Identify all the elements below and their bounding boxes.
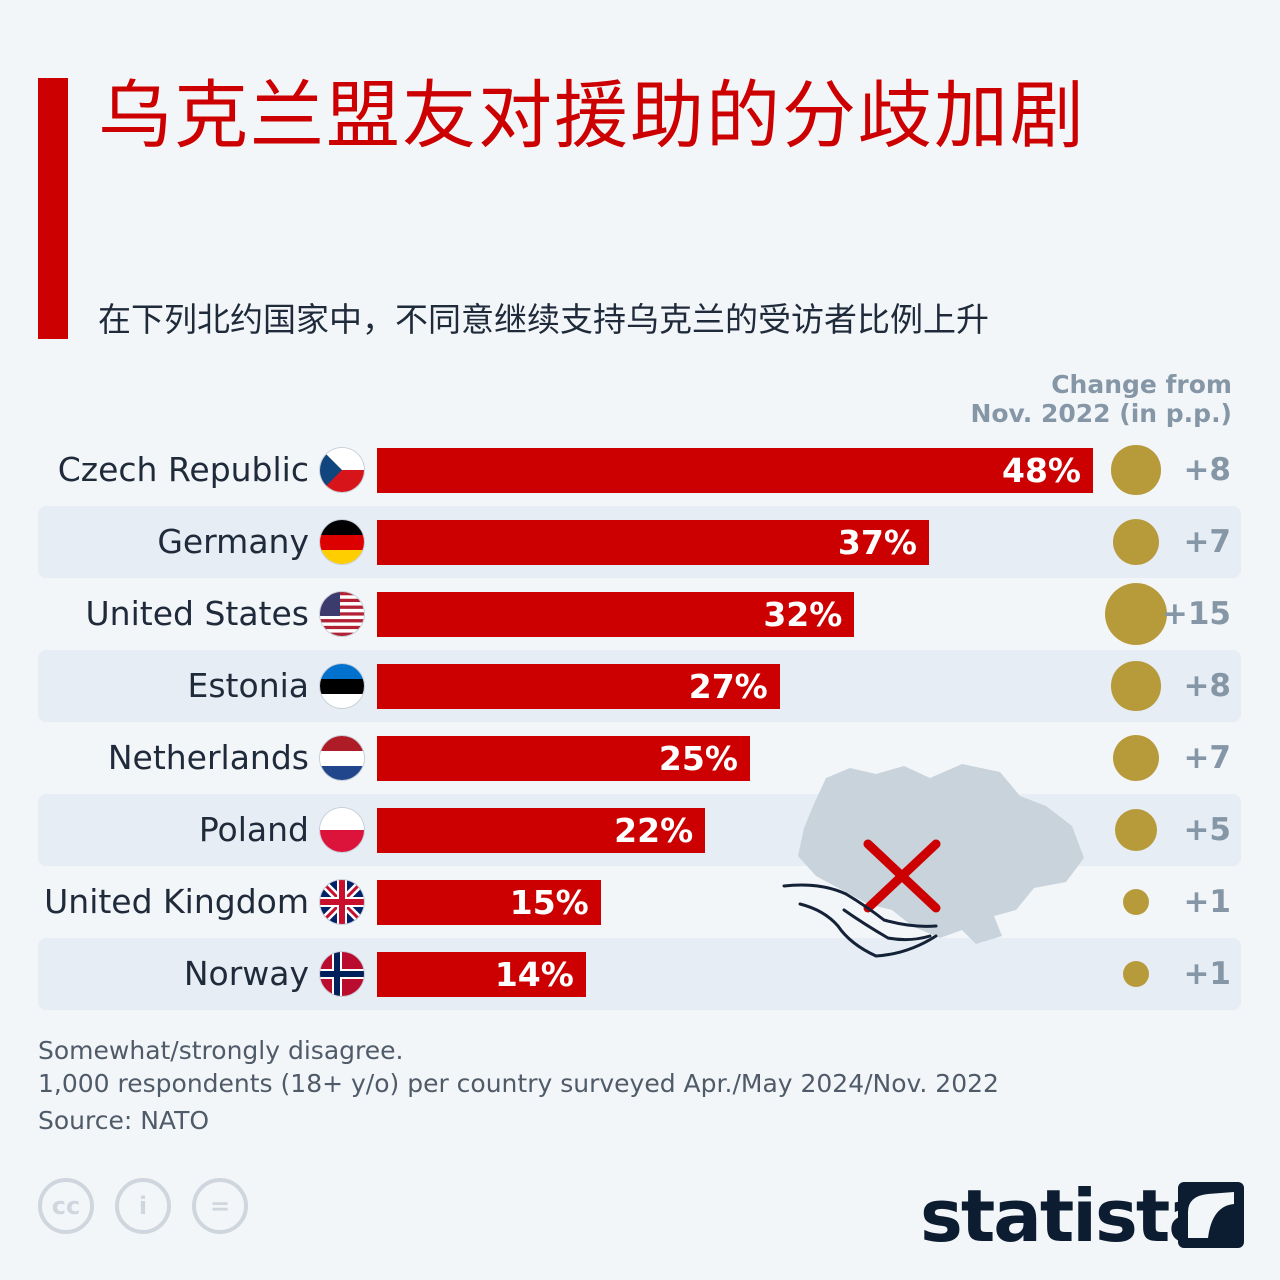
footnote-line-2: 1,000 respondents (18+ y/o) per country … [38, 1069, 999, 1098]
change-value-label: +1 [1183, 956, 1231, 992]
bar-value-label: 48% [1002, 451, 1081, 490]
bar-value-label: 25% [658, 739, 738, 778]
bar-value-label: 37% [837, 523, 917, 562]
statista-logo[interactable]: statista [920, 1174, 1217, 1258]
uk-flag-icon [320, 880, 364, 924]
bar: 14% [377, 952, 586, 997]
bar: 22% [377, 808, 706, 853]
country-label: Poland [198, 810, 309, 849]
country-label: United Kingdom [44, 882, 309, 921]
bar-row: United Kingdom 15% +1 [38, 866, 1241, 938]
no-derivatives-icon[interactable]: = [192, 1178, 248, 1234]
bar: 32% [377, 592, 855, 637]
change-value-label: +1 [1183, 884, 1231, 920]
bar-row: Norway 14% +1 [38, 938, 1241, 1010]
bar: 25% [377, 736, 750, 781]
poland-flag-icon [320, 808, 364, 852]
bar-value-label: 32% [763, 595, 843, 634]
country-label: Germany [157, 522, 309, 561]
bar-value-label: 22% [614, 811, 694, 850]
change-dot [1111, 661, 1161, 711]
ukraine-map-hand-icon [782, 764, 1084, 958]
estonia-flag-icon [320, 664, 364, 708]
bar-row: Germany 37% +7 [38, 506, 1241, 578]
change-value-label: +7 [1183, 740, 1231, 776]
change-value-label: +8 [1183, 452, 1231, 488]
attribution-icon[interactable]: i [115, 1178, 171, 1234]
bar-value-label: 27% [688, 667, 768, 706]
change-dot [1111, 445, 1161, 495]
change-value-label: +8 [1183, 668, 1231, 704]
bar: 15% [377, 880, 601, 925]
change-header-line-2: Nov. 2022 (in p.p.) [970, 399, 1232, 428]
country-label: United States [85, 594, 309, 633]
usa-flag-icon [320, 592, 364, 636]
bar-value-label: 14% [494, 955, 574, 994]
statista-logo-mark-icon [1178, 1182, 1244, 1248]
title-accent-bar [38, 78, 68, 339]
bar: 37% [377, 520, 929, 565]
change-value-label: +7 [1183, 524, 1231, 560]
bar-row: Estonia 27% +8 [38, 650, 1241, 722]
germany-flag-icon [320, 520, 364, 564]
change-dot [1105, 583, 1167, 645]
netherlands-flag-icon [320, 736, 364, 780]
chart-subtitle: 在下列北约国家中，不同意继续支持乌克兰的受访者比例上升 [98, 300, 989, 339]
country-label: Czech Republic [57, 450, 309, 489]
change-dot [1122, 960, 1150, 988]
change-dot [1115, 809, 1157, 851]
change-header-line-1: Change from [1051, 370, 1232, 399]
country-label: Estonia [187, 666, 309, 705]
czech-flag-icon [320, 448, 364, 492]
bar-row: Czech Republic 48% +8 [38, 434, 1241, 506]
norway-flag-icon [320, 952, 364, 996]
source-note: Source: NATO [38, 1106, 210, 1135]
change-dot [1112, 518, 1160, 566]
chart-title: 乌克兰盟友对援助的分歧加剧 [98, 73, 1086, 159]
change-column-header: Change from Nov. 2022 (in p.p.) [970, 370, 1232, 428]
bar: 48% [377, 448, 1093, 493]
cc-icon[interactable]: cc [38, 1178, 94, 1234]
bar-value-label: 15% [509, 883, 589, 922]
country-label: Norway [183, 954, 309, 993]
change-dot [1112, 734, 1160, 782]
bar: 27% [377, 664, 780, 709]
change-dot [1122, 888, 1150, 916]
country-label: Netherlands [107, 738, 309, 777]
footnote-line-1: Somewhat/strongly disagree. [38, 1036, 404, 1065]
change-value-label: +5 [1183, 812, 1231, 848]
bar-row: Netherlands 25% +7 [38, 722, 1241, 794]
bar-row: United States 32% +15 [38, 578, 1241, 650]
footnote: Somewhat/strongly disagree. 1,000 respon… [38, 1034, 999, 1100]
change-value-label: +15 [1161, 596, 1231, 632]
